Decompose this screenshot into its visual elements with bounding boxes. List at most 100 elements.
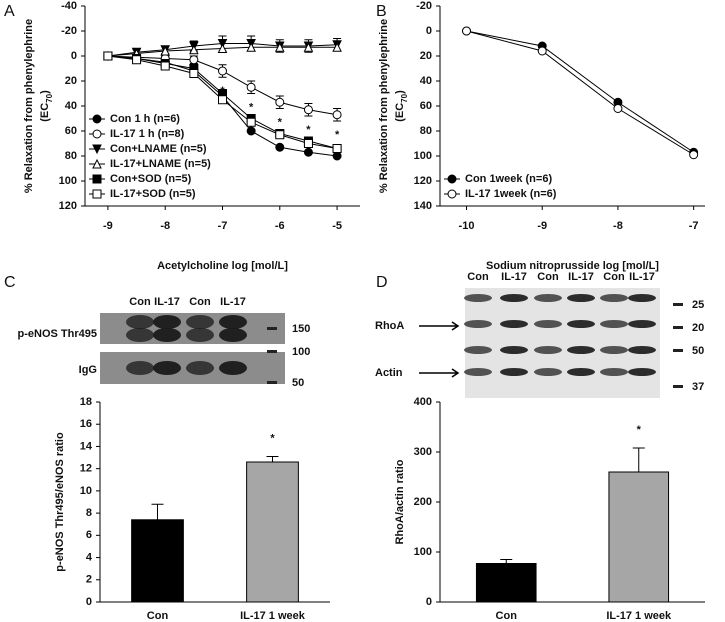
marker: [332, 42, 342, 52]
blot-band: [464, 320, 492, 328]
blot-band: [600, 320, 628, 328]
lane-label: IL-17: [568, 271, 594, 283]
blot-band: [500, 346, 528, 354]
blot-band: [464, 346, 492, 354]
y-axis-label: RhoA/actin ratio: [394, 459, 406, 544]
x-tick-label: -8: [160, 220, 170, 232]
x-tick-label: Con: [496, 610, 518, 622]
size-marker: 100: [292, 346, 310, 358]
blot-band: [153, 361, 181, 375]
marker: [189, 69, 199, 78]
x-tick-label: -9: [537, 220, 547, 232]
marker: [217, 43, 228, 53]
marker: [462, 26, 471, 36]
marker: [303, 147, 313, 157]
marker: [246, 82, 256, 92]
blot-band: [186, 328, 214, 342]
ladder-band: [673, 303, 683, 306]
marker: [218, 66, 227, 76]
y-axis-label: % Relaxation from phenylephrine: [23, 19, 35, 193]
ladder-band: [267, 327, 277, 330]
blot-band: [186, 361, 214, 375]
lane-label: Con: [129, 296, 151, 308]
blot-band: [534, 346, 562, 354]
lane-label: IL-17: [154, 296, 180, 308]
bar: [475, 563, 537, 603]
y-tick-label: 100: [414, 150, 432, 162]
y-tick-label: 60: [65, 125, 77, 137]
series-line: [466, 30, 694, 153]
blot-band: [628, 346, 656, 354]
x-tick-label: -6: [275, 220, 285, 232]
y-tick-label: 40: [65, 100, 77, 112]
annotation: *: [306, 124, 311, 136]
marker: [613, 104, 623, 113]
ladder-band: [673, 349, 683, 352]
y-tick-label: 20: [65, 75, 77, 87]
x-tick-label: -9: [103, 220, 113, 232]
marker: [246, 126, 256, 136]
size-marker: 50: [292, 377, 304, 389]
y-axis-label-part: 70: [400, 93, 409, 102]
y-tick-label: 100: [414, 546, 432, 558]
blot-band: [534, 368, 562, 376]
y-tick-label: 120: [414, 175, 432, 187]
lane-label: Con: [189, 296, 211, 308]
arrow: [419, 321, 460, 331]
panel-label: B: [376, 3, 387, 20]
size-marker: 150: [292, 323, 310, 335]
annotation: *: [335, 129, 340, 141]
blot-band: [600, 368, 628, 376]
legend-label: Con 1 h (n=6): [110, 113, 180, 125]
blot-band: [219, 328, 247, 342]
marker: [92, 144, 102, 155]
ladder-band: [673, 385, 683, 388]
size-marker: 20: [692, 322, 704, 334]
marker: [303, 139, 313, 148]
blot-band: [126, 361, 154, 375]
y-axis-label: (EC70): [394, 90, 409, 122]
lane-label: Con: [467, 271, 489, 283]
y-axis-label-part: ): [39, 90, 51, 94]
marker: [92, 129, 102, 139]
marker: [332, 110, 342, 120]
x-tick-label: -8: [613, 220, 623, 232]
marker: [332, 144, 342, 153]
y-tick-label: 8: [86, 507, 92, 519]
y-tick-label: 6: [86, 529, 92, 541]
blot-band: [500, 320, 528, 328]
lane-label: IL-17: [220, 296, 246, 308]
size-marker: 50: [692, 345, 704, 357]
blot-band: [567, 346, 595, 354]
panel-label: A: [4, 3, 15, 20]
blot-band: [153, 328, 181, 342]
size-marker: 37: [692, 381, 704, 393]
legend-label: IL-17 1week (n=6): [465, 188, 557, 200]
marker: [160, 61, 170, 71]
y-tick-label: 20: [420, 50, 432, 62]
lane-label: Con: [603, 271, 625, 283]
marker: [160, 45, 171, 56]
annotation: *: [270, 432, 275, 444]
marker: [246, 42, 256, 52]
x-axis-label: Sodium nitroprusside log [mol/L]: [486, 260, 659, 272]
y-tick-label: 100: [59, 175, 77, 187]
y-tick-label: 16: [80, 418, 92, 430]
series-line: [466, 30, 694, 156]
blot-band: [534, 294, 562, 302]
panel-label: D: [376, 274, 388, 291]
y-tick-label: -20: [61, 25, 77, 37]
y-axis-label: (EC70): [39, 90, 54, 122]
ladder-band: [267, 350, 277, 353]
marker: [537, 46, 547, 56]
y-tick-label: 10: [80, 485, 92, 497]
x-tick-label: IL-17 1 week: [606, 610, 672, 622]
y-axis-label: p-eNOS Thr495/eNOS ratio: [54, 432, 66, 572]
blot-strip: [465, 288, 660, 398]
x-tick-label: -10: [459, 220, 475, 232]
bar: [608, 471, 670, 603]
blot-band: [126, 328, 154, 342]
annotation: *: [637, 424, 642, 436]
marker: [447, 189, 457, 199]
